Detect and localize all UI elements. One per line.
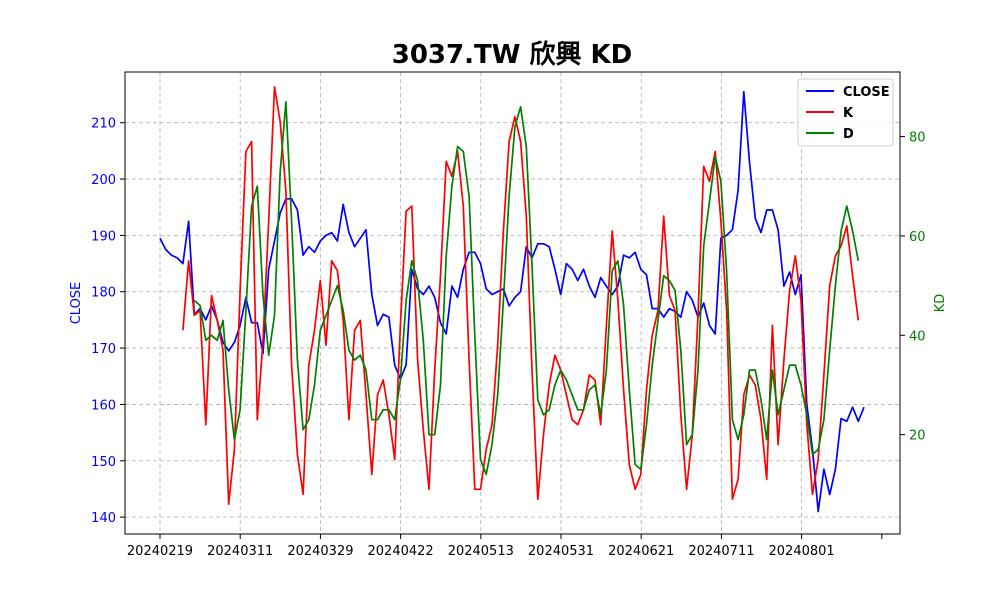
x-tick-label: 20240531 xyxy=(528,544,594,559)
left-y-tick-label: 150 xyxy=(91,455,116,470)
right-y-tick-label: 60 xyxy=(909,230,926,245)
right-y-axis: 20 40 60 80 xyxy=(900,131,926,444)
left-y-axis: 140 150 160 170 180 190 200 210 xyxy=(91,117,125,526)
legend: CLOSE KD xyxy=(797,78,894,147)
left-y-tick-label: 170 xyxy=(91,342,116,357)
right-y-axis-label: KD xyxy=(933,294,948,313)
legend-box xyxy=(797,78,894,147)
left-y-tick-label: 180 xyxy=(91,286,116,301)
x-tick-label: 20240329 xyxy=(287,544,353,559)
x-tick-label: 20240513 xyxy=(448,544,514,559)
left-y-tick-label: 160 xyxy=(91,398,116,413)
right-y-tick-label: 20 xyxy=(909,429,926,444)
legend-label-k: K xyxy=(843,106,854,121)
legend-label-close: CLOSE xyxy=(843,85,890,100)
left-y-tick-label: 200 xyxy=(91,173,116,188)
left-y-tick-label: 190 xyxy=(91,229,116,244)
plot-frame xyxy=(124,71,901,535)
x-tick-label: 20240711 xyxy=(688,544,754,559)
right-y-tick-label: 40 xyxy=(909,329,926,344)
x-axis: 20240219 20240311 20240329 20240422 20240513… xyxy=(127,534,883,559)
left-y-tick-label: 210 xyxy=(91,117,116,132)
x-tick-label: 20240311 xyxy=(207,544,273,559)
right-y-tick-label: 80 xyxy=(909,131,926,146)
x-tick-label: 20240422 xyxy=(368,544,434,559)
legend-label-d: D xyxy=(843,127,854,142)
x-tick-label: 20240621 xyxy=(608,544,674,559)
left-y-axis-label: CLOSE xyxy=(69,282,84,325)
x-tick-label: 20240219 xyxy=(127,544,193,559)
x-tick-label: 20240801 xyxy=(769,544,835,559)
chart-title: 3037.TW 欣興 KD xyxy=(392,40,633,70)
grid xyxy=(125,72,900,534)
series-line-k xyxy=(182,86,860,506)
series-layer xyxy=(159,86,865,513)
left-y-tick-label: 140 xyxy=(91,511,116,526)
series-line-d xyxy=(193,100,860,476)
